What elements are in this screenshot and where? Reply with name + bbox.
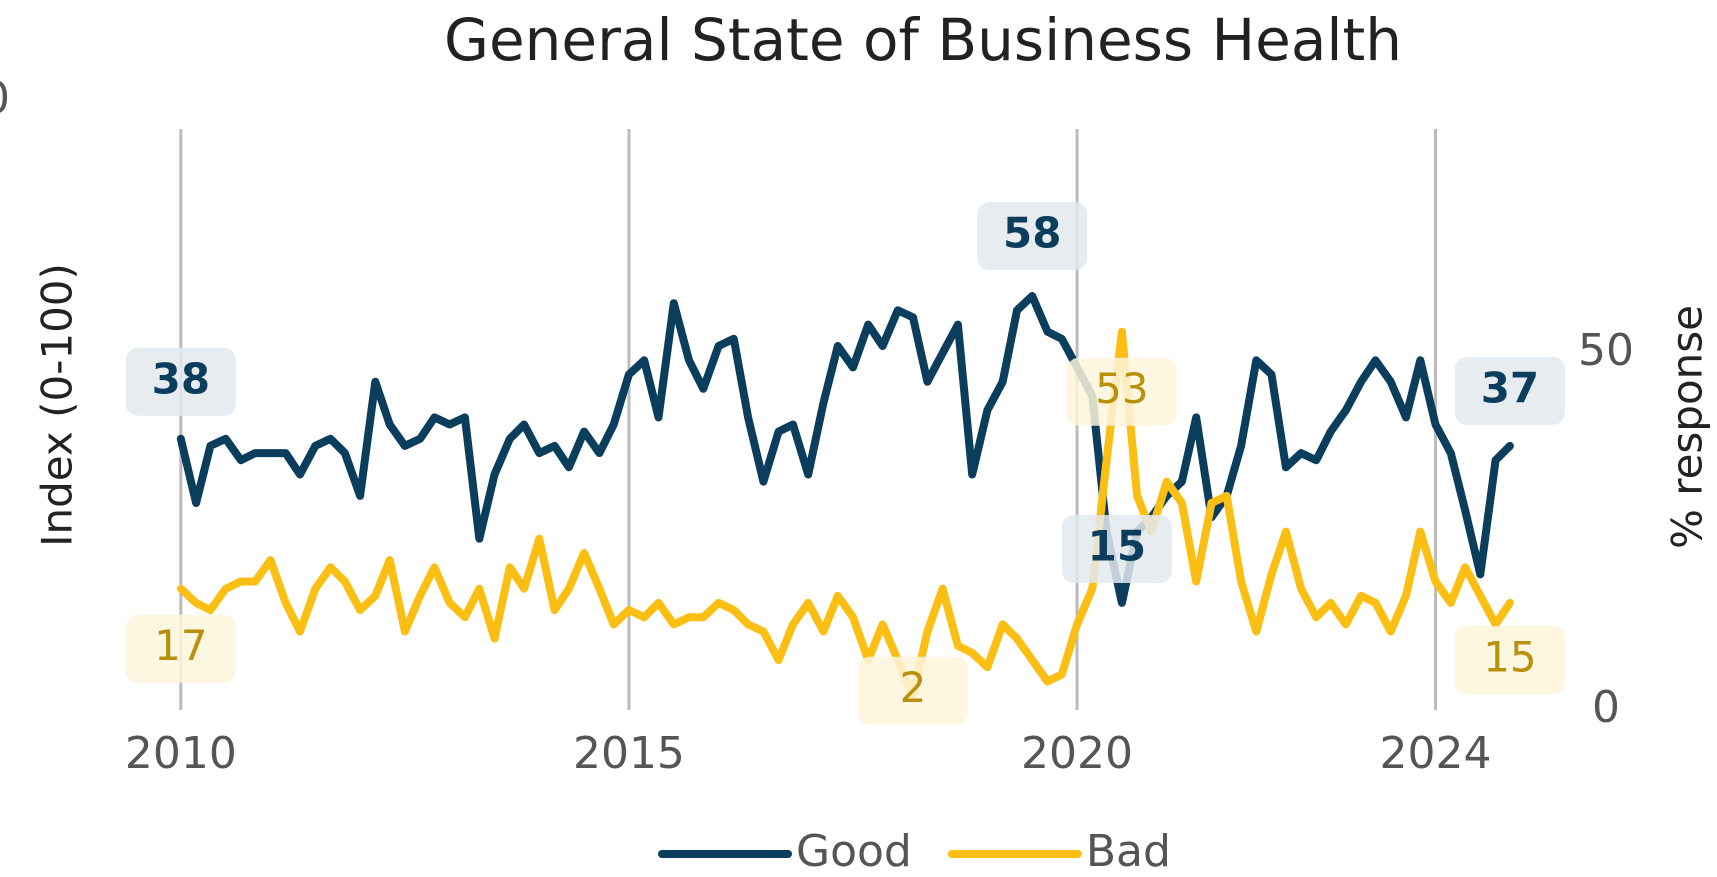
annotation-box: [125, 347, 236, 416]
y-axis-title: Index (0-100): [33, 263, 82, 547]
annotation: 15: [1061, 514, 1172, 583]
annotation-box: [1061, 514, 1172, 583]
annotation-label: 17: [154, 621, 207, 670]
y2-axis-title: % response: [1663, 305, 1712, 549]
series-line: [176, 327, 1514, 700]
annotation: 58: [977, 202, 1088, 271]
annotation-label: 15: [1483, 632, 1536, 681]
annotation-label: 37: [1481, 363, 1539, 412]
annotation: 15: [1454, 625, 1565, 694]
chart-title: General State of Business Health: [444, 6, 1402, 74]
x-tick-label: 2010: [125, 728, 237, 779]
legend-label: Bad: [1086, 826, 1171, 877]
legend-label: Good: [796, 826, 912, 877]
annotation-label: 53: [1095, 364, 1148, 413]
y-tick-label: 100: [0, 73, 10, 124]
annotation-box: [1454, 356, 1565, 425]
annotation-box: [1454, 625, 1565, 694]
annotation-box: [125, 614, 236, 683]
annotation: 37: [1454, 356, 1565, 425]
y2-tick-label: 0: [1592, 682, 1620, 733]
series-line: [176, 292, 1514, 607]
annotation-box: [1066, 357, 1177, 426]
annotation-label: 15: [1088, 521, 1146, 570]
annotation: 38: [125, 347, 236, 416]
annotation-label: 38: [152, 354, 210, 403]
y2-tick-label: 50: [1578, 325, 1634, 376]
annotation: 2: [858, 656, 969, 725]
annotation-box: [858, 656, 969, 725]
x-tick-label: 2020: [1021, 728, 1133, 779]
annotation: 17: [125, 614, 236, 683]
x-tick-label: 2015: [573, 728, 685, 779]
annotation-label: 2: [900, 663, 927, 712]
x-tick-label: 2024: [1380, 728, 1492, 779]
annotation: 53: [1066, 357, 1177, 426]
annotation-label: 58: [1003, 209, 1061, 258]
annotation-box: [977, 202, 1088, 271]
